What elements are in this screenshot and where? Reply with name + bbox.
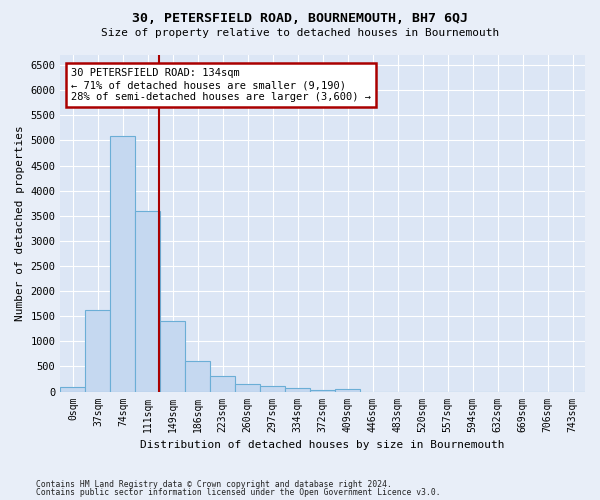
Text: Size of property relative to detached houses in Bournemouth: Size of property relative to detached ho… [101,28,499,38]
Text: Contains public sector information licensed under the Open Government Licence v3: Contains public sector information licen… [36,488,440,497]
Bar [110,136,136,392]
Bar [160,321,185,392]
Bar [85,310,110,392]
Bar [260,386,285,392]
Bar [185,362,210,392]
Bar [310,390,335,392]
Bar [136,210,160,392]
Bar [61,386,85,392]
X-axis label: Distribution of detached houses by size in Bournemouth: Distribution of detached houses by size … [140,440,505,450]
Text: 30, PETERSFIELD ROAD, BOURNEMOUTH, BH7 6QJ: 30, PETERSFIELD ROAD, BOURNEMOUTH, BH7 6… [132,12,468,26]
Bar [235,384,260,392]
Bar [285,388,310,392]
Y-axis label: Number of detached properties: Number of detached properties [15,126,25,321]
Text: 30 PETERSFIELD ROAD: 134sqm
← 71% of detached houses are smaller (9,190)
28% of : 30 PETERSFIELD ROAD: 134sqm ← 71% of det… [71,68,371,102]
Bar [335,389,360,392]
Bar [210,376,235,392]
Text: Contains HM Land Registry data © Crown copyright and database right 2024.: Contains HM Land Registry data © Crown c… [36,480,392,489]
